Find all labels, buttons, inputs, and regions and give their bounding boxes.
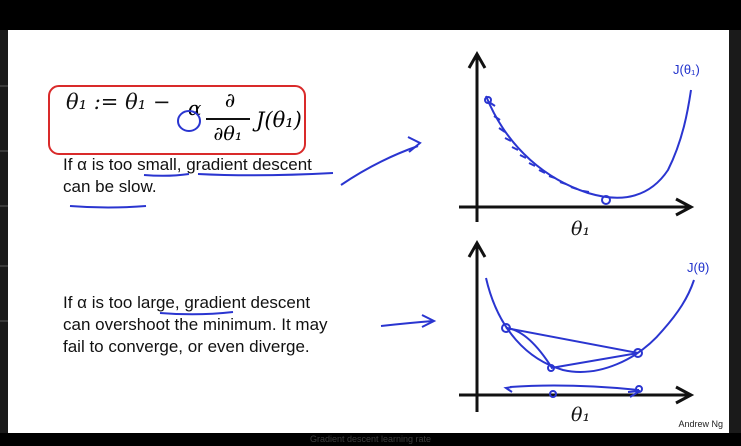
large-alpha-line3: fail to converge, or even diverge. bbox=[63, 337, 310, 356]
text-segment: small bbox=[137, 155, 177, 174]
text-segment: , bbox=[176, 155, 187, 174]
top-cost-curve bbox=[485, 89, 692, 199]
arrow-head bbox=[407, 136, 422, 153]
underline-slow bbox=[69, 205, 147, 209]
left-strip bbox=[0, 30, 8, 433]
text-segment: gradient descent bbox=[186, 155, 312, 174]
bottom-plot-axes bbox=[459, 239, 695, 412]
formula-highlight-box bbox=[48, 85, 306, 155]
large-alpha-text: If α is too large, gradient descent can … bbox=[63, 292, 328, 358]
small-alpha-line1: If α is too small, gradient descent bbox=[63, 154, 312, 176]
text-segment: , gradient descent bbox=[174, 293, 311, 312]
strip-tick bbox=[0, 85, 8, 87]
update-rule-formula: θ₁ := θ₁ − bbox=[66, 90, 170, 114]
strip-tick bbox=[0, 265, 8, 267]
formula-lhs: θ₁ := θ₁ − bbox=[66, 90, 171, 114]
formula-frac-num: ∂ bbox=[224, 88, 236, 112]
large-alpha-line1: If α is too large, gradient descent bbox=[63, 292, 328, 314]
underline-gradient-descent bbox=[197, 172, 334, 177]
top-plot-axes bbox=[459, 50, 695, 222]
text-segment: If α bbox=[63, 293, 92, 312]
large-alpha-line2: can overshoot the minimum. It may bbox=[63, 315, 328, 334]
caption-text: Gradient descent learning rate bbox=[309, 434, 432, 444]
strip-tick bbox=[0, 150, 8, 152]
text-segment: is too large bbox=[91, 293, 175, 312]
bottom-plot-x-label: θ₁ bbox=[571, 404, 591, 426]
top-small-steps bbox=[484, 96, 611, 205]
small-alpha-text: If α is too small, gradient descent can … bbox=[63, 154, 312, 198]
arrow-to-bottom-plot bbox=[380, 320, 434, 327]
top-bar bbox=[0, 0, 741, 30]
strip-tick bbox=[0, 320, 8, 322]
formula-alpha: α bbox=[188, 96, 202, 120]
slide: θ₁ := θ₁ − α ∂ ∂θ₁ J(θ₁) If α is too sma… bbox=[8, 30, 729, 433]
underline-too-large bbox=[159, 311, 234, 316]
arrow-head bbox=[421, 314, 437, 328]
top-plot-y-label: J(θ₁) bbox=[673, 62, 700, 77]
bottom-plot-y-label: J(θ) bbox=[687, 260, 710, 275]
underline-small bbox=[143, 173, 190, 177]
formula-rhs: J(θ₁) bbox=[256, 108, 302, 132]
formula-frac-den: ∂θ₁ bbox=[213, 123, 243, 145]
author-credit: Andrew Ng bbox=[678, 419, 723, 429]
text-segment: If α is too bbox=[63, 155, 138, 174]
bottom-overshoot-steps bbox=[501, 323, 643, 398]
right-strip bbox=[729, 30, 741, 433]
formula-frac-bar bbox=[206, 118, 250, 120]
strip-tick bbox=[0, 205, 8, 207]
bottom-cost-curve bbox=[485, 277, 695, 373]
small-alpha-line2: can be slow. bbox=[63, 177, 157, 196]
arrow-to-top-plot bbox=[340, 145, 419, 186]
ink-layer bbox=[48, 50, 695, 412]
top-plot-x-label: θ₁ bbox=[571, 218, 591, 240]
bottom-bar: Gradient descent learning rate bbox=[0, 433, 741, 446]
